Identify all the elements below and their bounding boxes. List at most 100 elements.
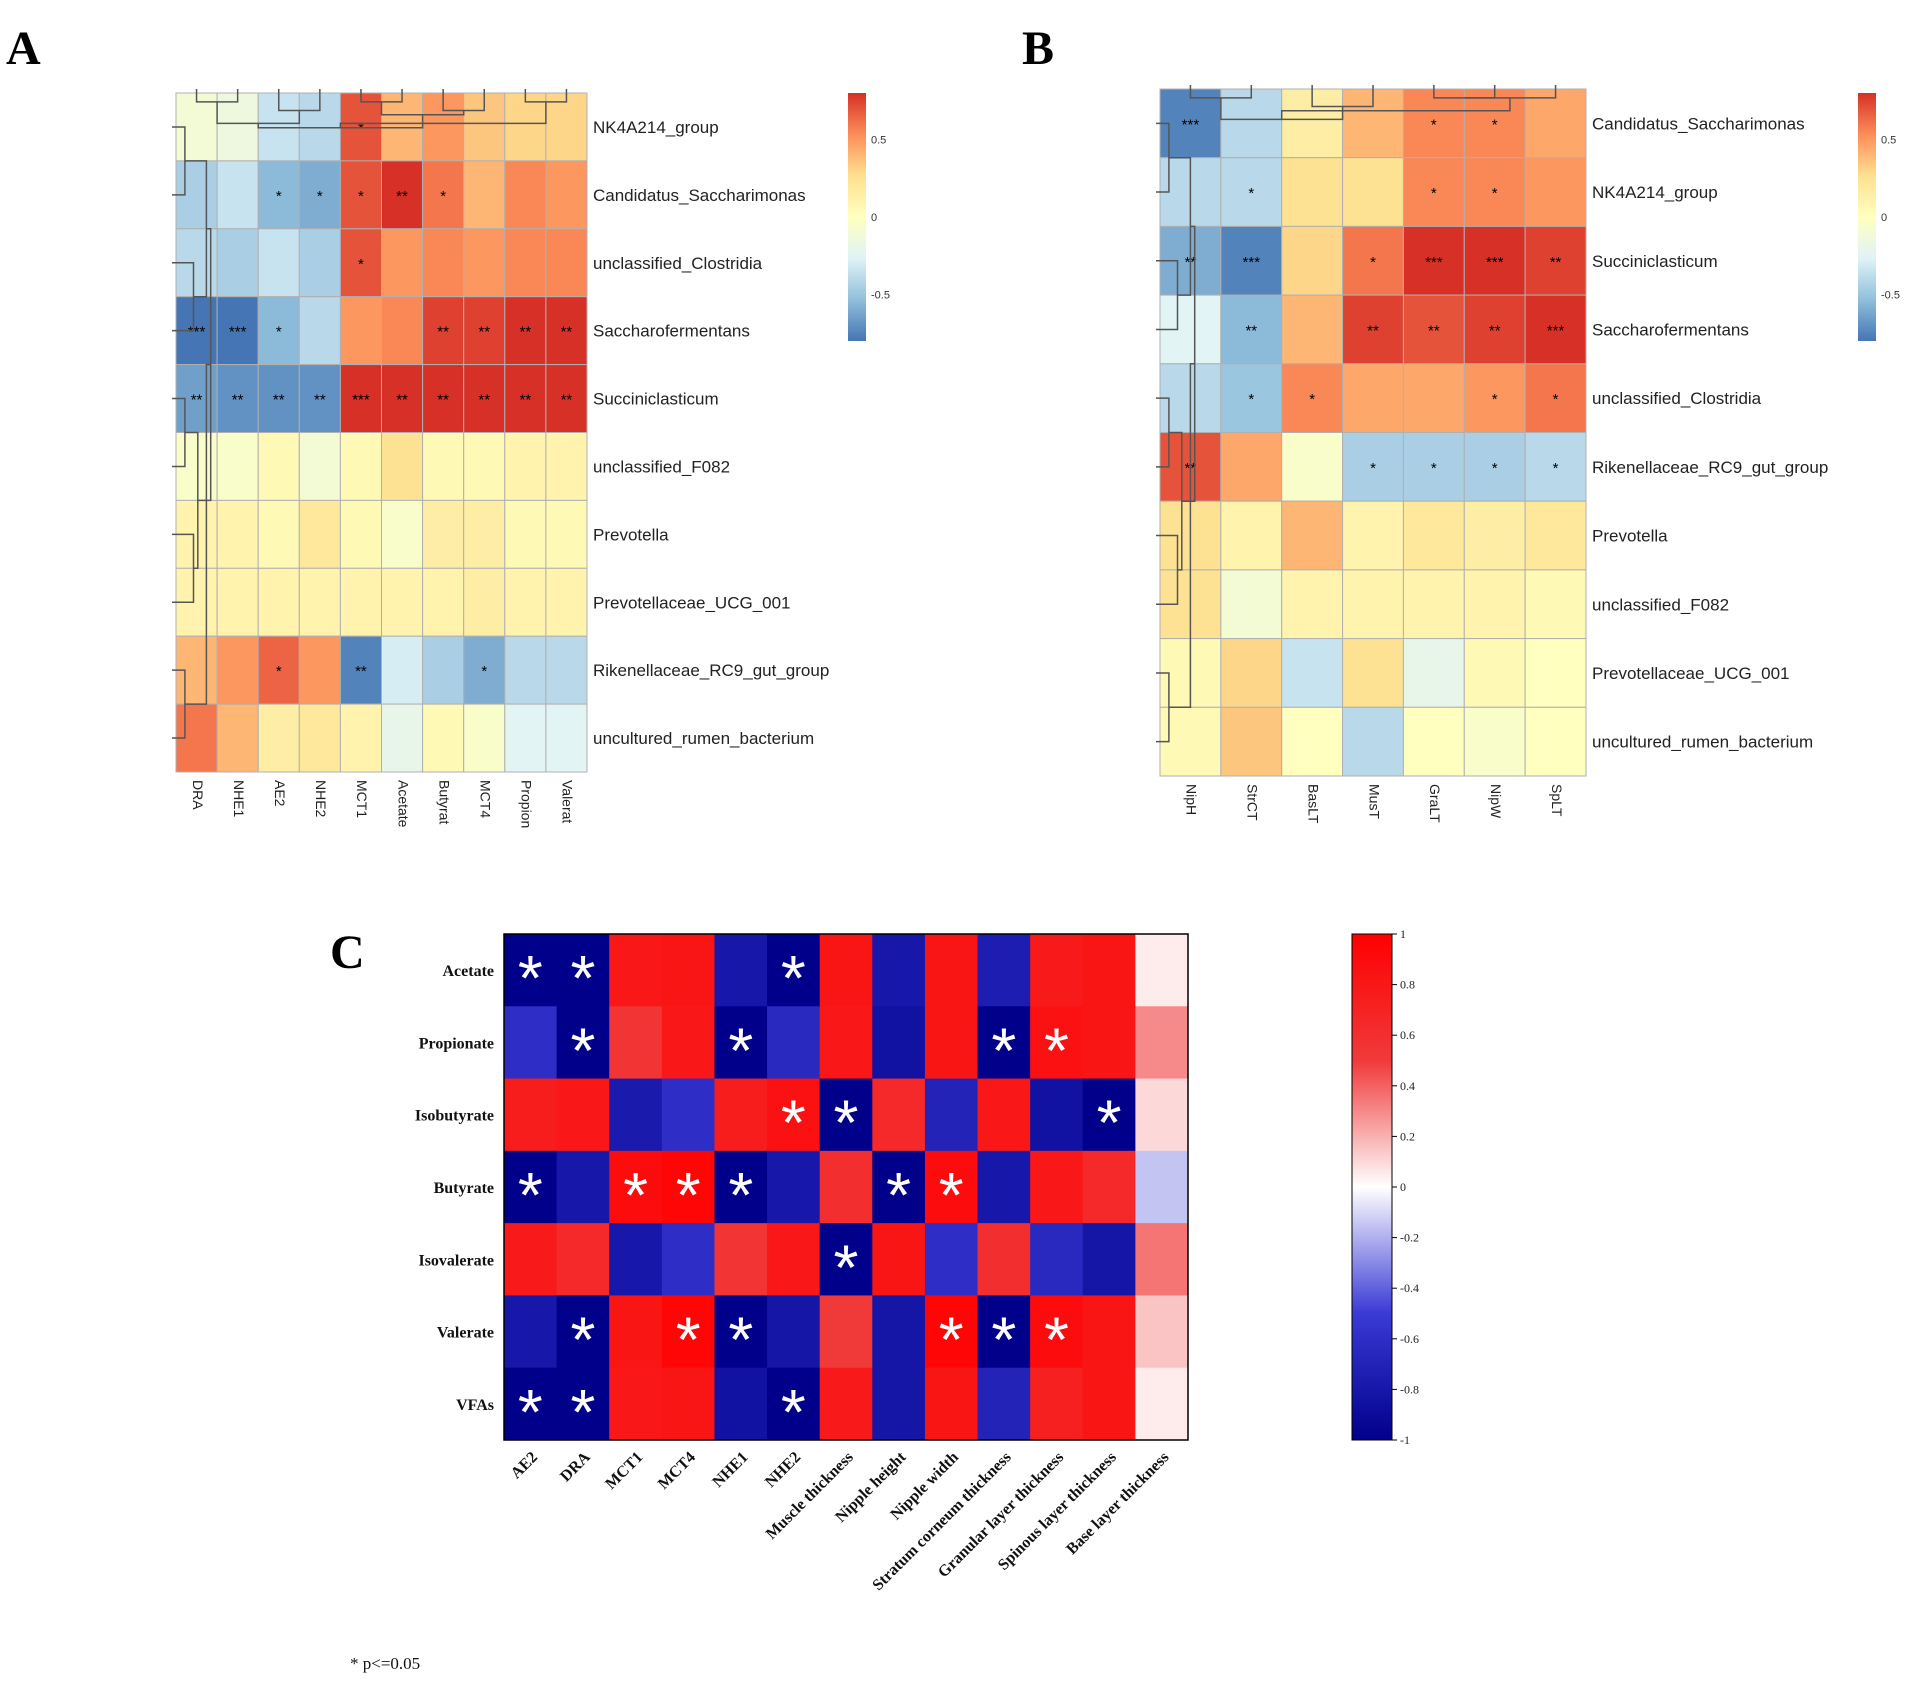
heatmap-cell (298, 364, 341, 434)
heatmap-cell (1402, 363, 1465, 433)
significance-mark: *** (352, 392, 370, 409)
heatmap-cell (556, 934, 610, 1007)
heatmap-cell (298, 432, 341, 501)
heatmap-cell (504, 92, 547, 162)
column-label: NHE1 (709, 1449, 751, 1491)
row-label: unclassified_F082 (593, 457, 730, 476)
significance-mark: * (358, 188, 364, 205)
heatmap-cell (1220, 500, 1283, 571)
significance-mark: ** (314, 392, 326, 409)
significance-mark: ** (1489, 322, 1501, 339)
column-label: AE2 (272, 780, 288, 807)
row-label: uncultured_rumen_bacterium (1592, 733, 1813, 752)
panel-label: C (330, 926, 365, 979)
heatmap-cell (216, 228, 259, 298)
column-label: NHE2 (313, 780, 329, 818)
significance-mark: * (570, 1304, 595, 1376)
heatmap-cell (1030, 1078, 1084, 1152)
column-label: MCT1 (354, 780, 370, 818)
heatmap-cell (1524, 88, 1587, 159)
heatmap-cell (1135, 1367, 1189, 1441)
grid-frame (503, 933, 1189, 1441)
heatmap-cell (1030, 934, 1084, 1007)
heatmap-cell (257, 432, 300, 501)
significance-mark: ** (1367, 322, 1379, 339)
heatmap-cell (1082, 1367, 1136, 1441)
panel-label: A (6, 22, 41, 75)
heatmap-cell (339, 567, 382, 637)
significance-mark: * (276, 188, 282, 205)
heatmap-cell (545, 228, 588, 298)
significance-mark: *** (1243, 254, 1261, 271)
heatmap-cell (339, 703, 382, 773)
heatmap-cell (1524, 706, 1587, 777)
heatmap-cell (381, 228, 424, 298)
heatmap-cell (977, 1006, 1031, 1080)
column-label: Base layer thickness (1063, 1449, 1172, 1558)
heatmap-cell (381, 635, 424, 705)
heatmap-cell (216, 432, 259, 501)
colorbar-tick: 0 (1881, 212, 1887, 224)
heatmap-cell (714, 1295, 768, 1369)
significance-mark: * (518, 1159, 543, 1231)
heatmap-cell (1220, 363, 1283, 433)
heatmap-cell (1281, 432, 1344, 502)
heatmap-cell (339, 499, 382, 569)
heatmap-cell (872, 1367, 926, 1441)
heatmap-cell (609, 1006, 663, 1080)
heatmap-cell (463, 432, 506, 501)
heatmap-cell (1135, 1078, 1189, 1152)
heatmap-cell (504, 1367, 558, 1441)
significance-mark: * (1492, 460, 1498, 477)
footnote: * p<=0.05 (350, 1654, 420, 1673)
significance-mark: ** (520, 392, 532, 409)
colorbar (1858, 93, 1876, 341)
significance-mark: * (481, 663, 487, 680)
heatmap-cell (1524, 432, 1587, 502)
row-label: Rikenellaceae_RC9_gut_group (593, 661, 829, 680)
significance-mark: * (834, 1231, 859, 1303)
heatmap-cell (1524, 157, 1587, 227)
heatmap-cell (661, 1223, 715, 1296)
heatmap-cell (977, 1078, 1031, 1152)
heatmap-cell (1220, 706, 1283, 777)
heatmap-cell (257, 296, 300, 366)
heatmap-cell (609, 1223, 663, 1296)
heatmap-cell (1342, 706, 1404, 777)
colorbar (1351, 933, 1393, 1441)
heatmap-cell (339, 635, 382, 705)
colorbar-tick: 0 (1400, 1180, 1406, 1194)
significance-mark: ** (355, 663, 367, 680)
heatmap-cell (504, 635, 547, 705)
heatmap-cell (556, 1078, 610, 1152)
heatmap-cell (1281, 500, 1344, 571)
heatmap-cell (298, 635, 341, 705)
row-label: Prevotellaceae_UCG_001 (593, 593, 791, 612)
significance-mark: * (1097, 1087, 1122, 1159)
significance-mark: * (518, 1376, 543, 1448)
heatmap-cell (463, 703, 506, 773)
heatmap-cell (298, 160, 341, 230)
column-label: NHE1 (231, 780, 247, 818)
significance-mark: * (1044, 1304, 1069, 1376)
colorbar-tick: 0.5 (871, 135, 886, 147)
significance-mark: * (317, 188, 323, 205)
heatmap-cell (1402, 706, 1465, 777)
heatmap-cell (924, 1367, 979, 1441)
heatmap-cell (545, 364, 588, 434)
heatmap-cell (661, 934, 715, 1007)
heatmap-cell (504, 567, 547, 637)
row-label: unclassified_F082 (1592, 595, 1729, 614)
heatmap-cell (1135, 1295, 1189, 1369)
significance-mark: * (728, 1159, 753, 1231)
significance-mark: * (1553, 391, 1559, 408)
heatmap-cell (819, 1367, 873, 1441)
heatmap-cell (257, 160, 300, 230)
colorbar-tick: -0.2 (1400, 1231, 1419, 1245)
significance-mark: * (886, 1159, 911, 1231)
heatmap-cell (1402, 432, 1465, 502)
heatmap-cell (1402, 88, 1465, 159)
heatmap-cell (767, 934, 821, 1007)
heatmap-cell (661, 1078, 715, 1152)
heatmap-cell (977, 934, 1031, 1007)
